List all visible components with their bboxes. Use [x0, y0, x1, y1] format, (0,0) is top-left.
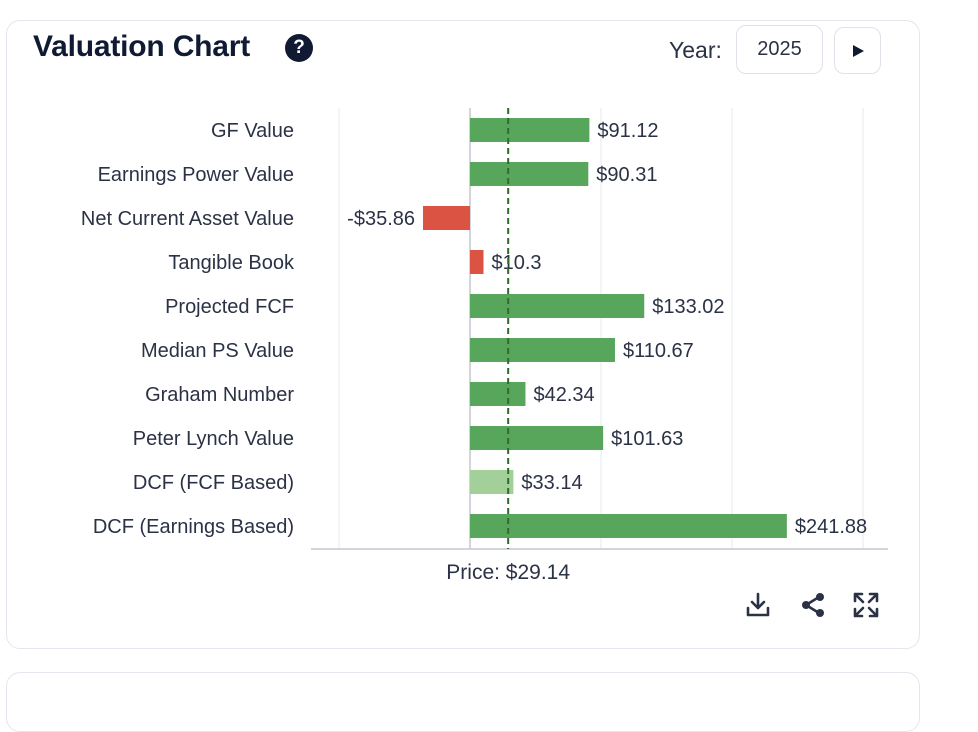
bar — [423, 206, 470, 230]
data-label: $10.3 — [491, 252, 541, 274]
year-label: Year: — [669, 37, 722, 63]
category-label: Median PS Value — [141, 340, 294, 362]
bar — [470, 382, 526, 406]
play-button[interactable] — [834, 27, 881, 74]
share-button[interactable] — [798, 590, 828, 620]
category-label: Earnings Power Value — [98, 164, 294, 186]
data-label: $91.12 — [597, 120, 658, 142]
data-label: $42.34 — [533, 384, 594, 406]
bar — [470, 250, 484, 274]
bar — [470, 118, 590, 142]
bar — [470, 294, 645, 318]
category-label: Graham Number — [145, 384, 294, 406]
category-label: Tangible Book — [168, 252, 295, 274]
help-icon[interactable]: ? — [285, 34, 313, 62]
bar — [470, 338, 615, 362]
category-label: GF Value — [211, 120, 294, 142]
valuation-card — [6, 20, 920, 649]
category-label: Projected FCF — [165, 296, 294, 318]
year-input[interactable]: 2025 — [736, 25, 823, 74]
download-button[interactable] — [743, 590, 773, 620]
bar — [470, 470, 514, 494]
expand-button[interactable] — [851, 590, 881, 620]
bar — [470, 514, 787, 538]
page-title: Valuation Chart — [33, 30, 251, 63]
share-icon — [802, 593, 824, 617]
data-label: $90.31 — [596, 164, 657, 186]
valuation-bar-chart: GF Value $91.12 Earnings Power Value $90.31… — [81, 108, 888, 584]
bar — [470, 426, 604, 450]
category-label: DCF (Earnings Based) — [93, 516, 294, 538]
data-label: $33.14 — [521, 472, 582, 494]
data-label: $101.63 — [611, 428, 683, 450]
data-label: -$35.86 — [347, 208, 415, 230]
data-label: $133.02 — [652, 296, 724, 318]
play-icon — [852, 44, 864, 57]
price-label: Price: $29.14 — [446, 561, 570, 584]
category-label: Net Current Asset Value — [81, 208, 294, 230]
expand-icon — [853, 592, 879, 618]
data-label: $241.88 — [795, 516, 867, 538]
data-label: $110.67 — [623, 340, 694, 362]
bar — [470, 162, 589, 186]
download-icon — [746, 592, 770, 617]
category-label: Peter Lynch Value — [133, 428, 294, 450]
category-label: DCF (FCF Based) — [133, 472, 294, 494]
